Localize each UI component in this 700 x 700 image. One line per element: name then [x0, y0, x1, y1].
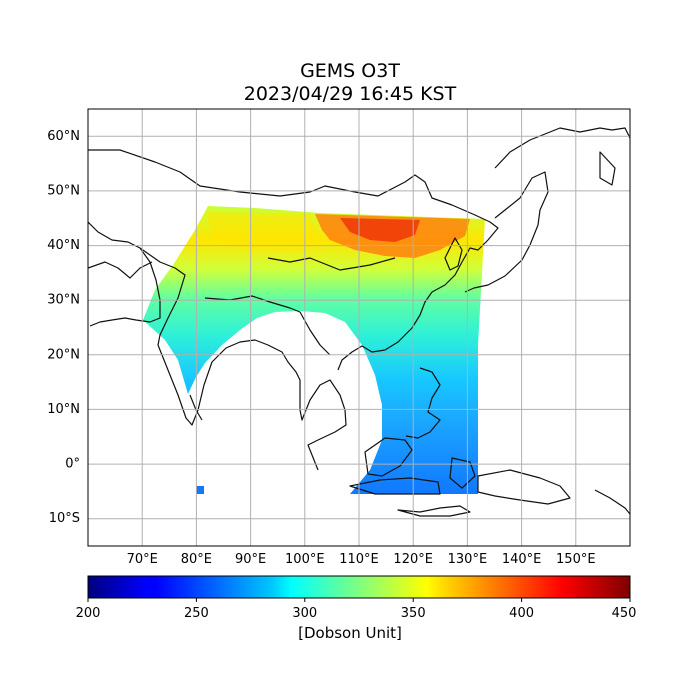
lat-tick-label: 0° [65, 457, 80, 472]
colorbar-tick-label: 350 [401, 606, 426, 621]
lat-tick-label: 50°N [47, 183, 80, 198]
lat-tick-label: 60°N [47, 129, 80, 144]
ozone-coverage [143, 206, 485, 494]
lon-tick-label: 110°E [339, 552, 379, 567]
colorbar: 200 250 300 350 400 450 [76, 575, 637, 621]
colorbar-tick-label: 200 [76, 606, 101, 621]
lat-tick-label: 20°N [47, 347, 80, 362]
lon-tick-label: 80°E [181, 552, 212, 567]
map-frame [87, 108, 631, 547]
colorbar-tick-label: 250 [184, 606, 209, 621]
graticule [88, 109, 630, 546]
lat-tick-label: 40°N [47, 238, 80, 253]
lon-tick-label: 100°E [285, 552, 325, 567]
elevated-ozone-band [205, 212, 318, 252]
colorbar-tick-label: 300 [292, 606, 317, 621]
colorbar-gradient [87, 575, 631, 599]
ozone-swath [143, 206, 485, 494]
ozone-pixel-speck [196, 486, 204, 494]
colorbar-tick-label: 450 [612, 606, 637, 621]
lon-axis: 70°E 80°E 90°E 100°E 110°E 120°E 130°E 1… [127, 552, 596, 567]
peak-ozone-region [340, 218, 420, 242]
lon-tick-label: 130°E [448, 552, 488, 567]
lon-tick-label: 90°E [235, 552, 266, 567]
map-timestamp: 2023/04/29 16:45 KST [243, 83, 457, 105]
lon-tick-label: 120°E [393, 552, 433, 567]
colorbar-unit-label: [Dobson Unit] [298, 624, 402, 642]
map-title: GEMS O3T [300, 60, 400, 82]
lon-tick-label: 70°E [127, 552, 158, 567]
lat-tick-label: 10°N [47, 402, 80, 417]
lat-tick-label: 10°S [49, 511, 80, 526]
colorbar-tick-label: 400 [509, 606, 534, 621]
lat-tick-label: 30°N [47, 293, 80, 308]
lon-tick-label: 140°E [502, 552, 542, 567]
lat-axis: 60°N 50°N 40°N 30°N 20°N 10°N 0° 10°S [47, 129, 80, 526]
lon-tick-label: 150°E [556, 552, 596, 567]
